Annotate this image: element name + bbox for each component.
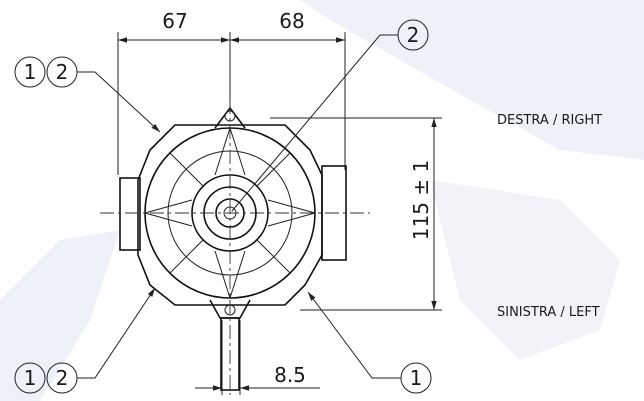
callout-top-right: 2: [231, 19, 429, 212]
callout-number: 1: [24, 366, 37, 390]
callout-bottom-right: 1: [307, 291, 432, 394]
callout-number: 2: [56, 366, 69, 390]
callout-number: 1: [24, 60, 37, 84]
callout-top-left: 1 2: [14, 56, 161, 133]
dimension-label: 8.5: [274, 363, 306, 387]
dimension-label: 67: [162, 9, 187, 33]
side-label: SINISTRA / LEFT: [497, 305, 600, 320]
callout-number: 1: [410, 366, 423, 390]
pump-body: [119, 106, 347, 391]
callout-bottom-left: 1 2: [14, 287, 156, 394]
callout-number: 2: [407, 23, 420, 47]
side-label: DESTRA / RIGHT: [497, 113, 602, 128]
dimension-label: 68: [279, 9, 304, 33]
dimension-height: 115 ± 1: [270, 117, 442, 311]
callout-number: 2: [56, 60, 69, 84]
dimension-label: 115 ± 1: [409, 160, 433, 240]
center-lines: [100, 100, 370, 395]
dimension-bottom: 8.5: [195, 320, 320, 395]
dimension-top: 67 68: [117, 9, 346, 175]
